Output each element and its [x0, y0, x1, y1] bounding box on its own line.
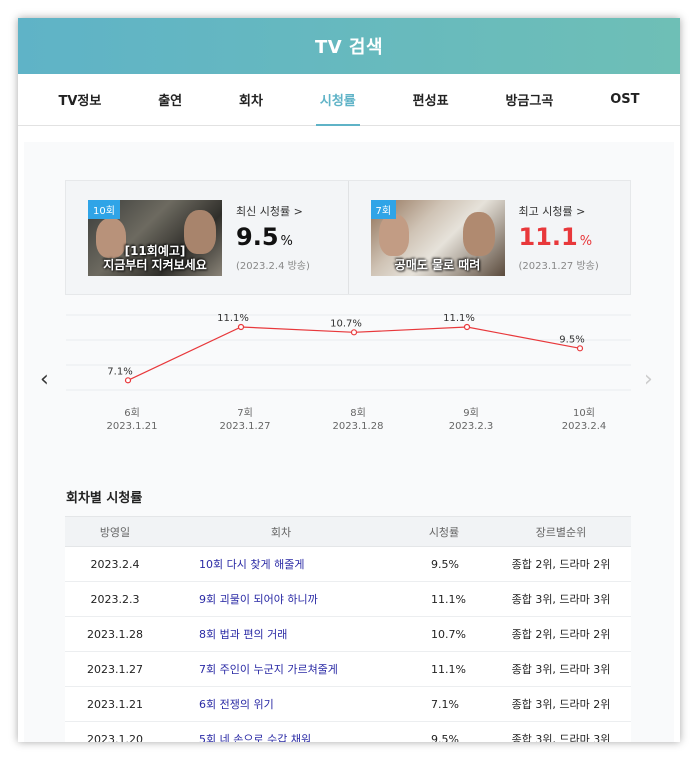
x-tick-label: 7회 — [237, 407, 253, 419]
x-tick-label: 8회 — [350, 407, 366, 419]
row-episode-link[interactable]: 6회 전쟁의 위기 — [165, 686, 397, 722]
row-rating: 10.7% — [397, 616, 491, 652]
tab-ratings[interactable]: 시청률 — [315, 74, 360, 126]
x-tick-date-label: 2023.1.28 — [333, 421, 384, 432]
row-episode-link[interactable]: 9회 괴물이 되어야 하니까 — [165, 581, 397, 617]
rating-summary: 10회 [11회예고] 지금부터 지켜보세요 최신 시청률 > 9.5% (20… — [65, 180, 631, 295]
row-rank: 종합 2위, 드라마 2위 — [491, 546, 631, 582]
column-header-date: 방영일 — [65, 516, 165, 547]
episode-ratings-table: 방영일 회차 시청률 장르별순위 2023.2.4 10회 다시 찾게 해줄게 … — [65, 516, 631, 742]
latest-rating-link[interactable]: 최신 시청률 > — [236, 205, 303, 218]
latest-episode-thumbnail[interactable]: 10회 [11회예고] 지금부터 지켜보세요 — [88, 199, 222, 276]
data-point — [463, 323, 471, 331]
latest-rating-card[interactable]: 10회 [11회예고] 지금부터 지켜보세요 최신 시청률 > 9.5% (20… — [66, 181, 348, 294]
x-tick-date-label: 2023.2.4 — [562, 421, 607, 432]
tab-cast[interactable]: 출연 — [158, 94, 183, 109]
highest-episode-thumbnail[interactable]: 7회 공매도 물로 때려 — [370, 199, 505, 276]
x-tick-date-label: 2023.2.3 — [449, 421, 494, 432]
row-date: 2023.2.3 — [65, 581, 165, 617]
row-rank: 종합 2위, 드라마 2위 — [491, 616, 631, 652]
highest-rating-card[interactable]: 7회 공매도 물로 때려 최고 시청률 > 11.1% (2023.1.27 방… — [347, 181, 631, 294]
latest-rating-date: (2023.2.4 방송) — [236, 261, 310, 272]
row-rank: 종합 3위, 드라마 3위 — [491, 721, 631, 742]
table-row: 2023.2.3 9회 괴물이 되어야 하니까 11.1% 종합 3위, 드라마… — [65, 581, 631, 617]
data-point — [350, 329, 358, 336]
table-row: 2023.1.20 5회 네 손으로 수갑 채워 9.5% 종합 3위, 드라마… — [65, 721, 631, 742]
data-label: 7.1% — [107, 366, 132, 377]
row-episode-link[interactable]: 8회 법과 편의 거래 — [165, 616, 397, 652]
x-tick-date-label: 2023.1.21 — [107, 421, 158, 432]
thumbnail-caption: 공매도 물로 때려 — [394, 257, 481, 272]
data-label: 9.5% — [559, 334, 584, 345]
x-tick-date-label: 2023.1.27 — [220, 421, 271, 432]
episode-badge: 7회 — [370, 199, 397, 219]
tab-ost[interactable]: OST — [610, 92, 640, 107]
highest-rating-value: 11.1% — [518, 223, 593, 251]
row-date: 2023.1.28 — [65, 616, 165, 652]
chevron-left-icon[interactable]: ‹ — [40, 367, 49, 392]
rating-line-chart: 7.1% 6회 2023.1.21 11.1% 7회 2023.1.27 10.7% 8회 20… — [66, 313, 631, 432]
row-rating: 11.1% — [397, 581, 491, 617]
table-row: 2023.1.27 7회 주인이 누군지 가르쳐줄게 11.1% 종합 3위, … — [65, 651, 631, 687]
row-rating: 11.1% — [397, 651, 491, 687]
tab-song-search[interactable]: 방금그곡 — [505, 94, 554, 109]
row-rating: 9.5% — [397, 721, 491, 742]
tv-search-panel: TV 검색 TV정보 출연 회차 시청률 편성표 방금그곡 OST 10회 [1… — [18, 18, 680, 742]
x-tick-label: 10회 — [573, 407, 595, 419]
row-rank: 종합 3위, 드라마 3위 — [491, 651, 631, 687]
x-tick-label: 6회 — [124, 407, 140, 419]
table-row: 2023.2.4 10회 다시 찾게 해줄게 9.5% 종합 2위, 드라마 2… — [65, 546, 631, 582]
data-point — [237, 323, 245, 331]
row-episode-link[interactable]: 5회 네 손으로 수갑 채워 — [165, 721, 397, 742]
row-episode-link[interactable]: 7회 주인이 누군지 가르쳐줄게 — [165, 651, 397, 687]
tab-tv-info[interactable]: TV정보 — [58, 94, 102, 109]
data-point — [124, 377, 132, 384]
column-header-rating: 시청률 — [397, 516, 491, 547]
latest-rating-value: 9.5% — [236, 223, 293, 251]
tab-bar: TV정보 출연 회차 시청률 편성표 방금그곡 OST — [18, 74, 680, 126]
episode-ratings-title: 회차별 시청률 — [66, 491, 143, 506]
row-date: 2023.1.20 — [65, 721, 165, 742]
data-label: 11.1% — [443, 313, 475, 324]
row-rank: 종합 3위, 드라마 2위 — [491, 686, 631, 722]
thumbnail-caption: [11회예고] 지금부터 지켜보세요 — [103, 243, 207, 272]
table-row: 2023.1.21 6회 전쟁의 위기 7.1% 종합 3위, 드라마 2위 — [65, 686, 631, 722]
row-rating: 9.5% — [397, 546, 491, 582]
episode-badge: 10회 — [88, 199, 120, 219]
table-row: 2023.1.28 8회 법과 편의 거래 10.7% 종합 2위, 드라마 2… — [65, 616, 631, 652]
highest-rating-date: (2023.1.27 방송) — [518, 261, 599, 272]
row-episode-link[interactable]: 10회 다시 찾게 해줄게 — [165, 546, 397, 582]
chevron-right-icon[interactable]: › — [644, 367, 653, 392]
row-rating: 7.1% — [397, 686, 491, 722]
row-date: 2023.1.21 — [65, 686, 165, 722]
header: TV 검색 — [18, 18, 680, 74]
table-header-row: 방영일 회차 시청률 장르별순위 — [65, 516, 631, 547]
ratings-content: 10회 [11회예고] 지금부터 지켜보세요 최신 시청률 > 9.5% (20… — [24, 142, 674, 742]
tab-episodes[interactable]: 회차 — [239, 94, 263, 109]
data-point — [576, 345, 584, 352]
highest-rating-link[interactable]: 최고 시청률 > — [518, 205, 586, 218]
tab-schedule[interactable]: 편성표 — [412, 94, 449, 109]
page-title: TV 검색 — [314, 37, 384, 58]
data-label: 11.1% — [217, 313, 249, 324]
x-tick-label: 9회 — [463, 407, 479, 419]
row-rank: 종합 3위, 드라마 3위 — [491, 581, 631, 617]
column-header-rank: 장르별순위 — [491, 516, 631, 547]
column-header-episode: 회차 — [165, 516, 397, 547]
data-label: 10.7% — [330, 318, 362, 329]
row-date: 2023.2.4 — [65, 546, 165, 582]
rating-chart: ‹ 7.1% 6회 2023.1.21 11.1% 7회 2023.1.27 10.7% 8회… — [24, 307, 674, 447]
row-date: 2023.1.27 — [65, 651, 165, 687]
